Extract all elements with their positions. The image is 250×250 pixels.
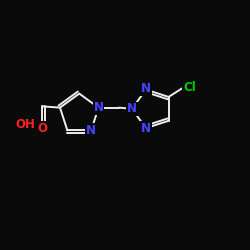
Text: N: N: [94, 101, 104, 114]
Text: N: N: [127, 102, 137, 115]
Text: N: N: [141, 122, 151, 135]
Text: N: N: [86, 124, 96, 137]
Text: Cl: Cl: [183, 80, 196, 94]
Text: O: O: [37, 122, 47, 135]
Text: N: N: [141, 82, 151, 95]
Text: OH: OH: [16, 118, 35, 132]
